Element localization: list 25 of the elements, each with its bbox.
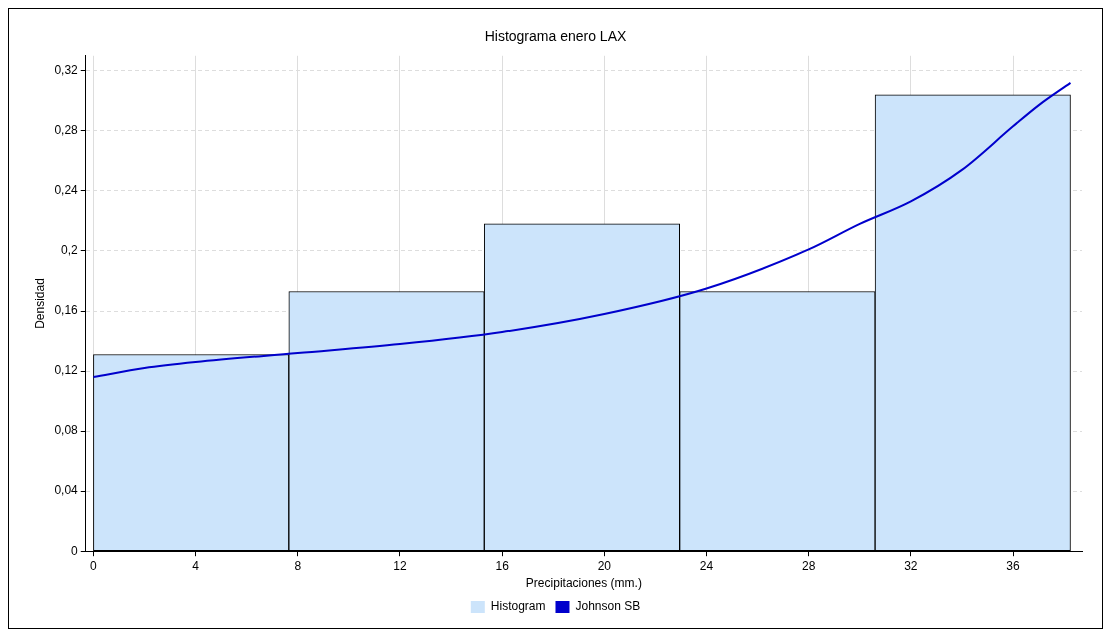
x-axis-title: Precipitaciones (mm.) — [525, 576, 642, 591]
x-tick-label: 32 — [904, 558, 918, 573]
x-tick-label: 8 — [294, 558, 302, 573]
y-tick-label: 0,04 — [54, 483, 79, 498]
chart-title: Histograma enero LAX — [484, 28, 627, 45]
x-tick-label: 4 — [192, 558, 200, 573]
y-tick-label: 0,16 — [54, 303, 79, 318]
legend-label: Histogram — [490, 599, 546, 614]
y-tick-label: 0,24 — [54, 183, 79, 198]
y-tick-label: 0,12 — [54, 363, 79, 378]
x-tick-label: 0 — [90, 558, 98, 573]
y-tick-label: 0,2 — [61, 243, 79, 258]
y-axis-title: Densidad — [32, 278, 47, 329]
line-series — [92, 81, 1072, 379]
legend-label: Johnson SB — [575, 599, 641, 614]
x-tick-label: 36 — [1006, 558, 1021, 573]
y-tick-label: 0,08 — [54, 423, 79, 438]
x-tick-label: 24 — [699, 558, 714, 573]
x-tick-label: 28 — [801, 558, 816, 573]
x-tick-label: 20 — [597, 558, 612, 573]
y-tick-label: 0,28 — [54, 123, 79, 138]
x-tick-label: 16 — [495, 558, 510, 573]
y-tick-label: 0,32 — [54, 63, 79, 78]
x-tick-label: 12 — [393, 558, 407, 573]
y-tick-label: 0 — [71, 543, 79, 558]
